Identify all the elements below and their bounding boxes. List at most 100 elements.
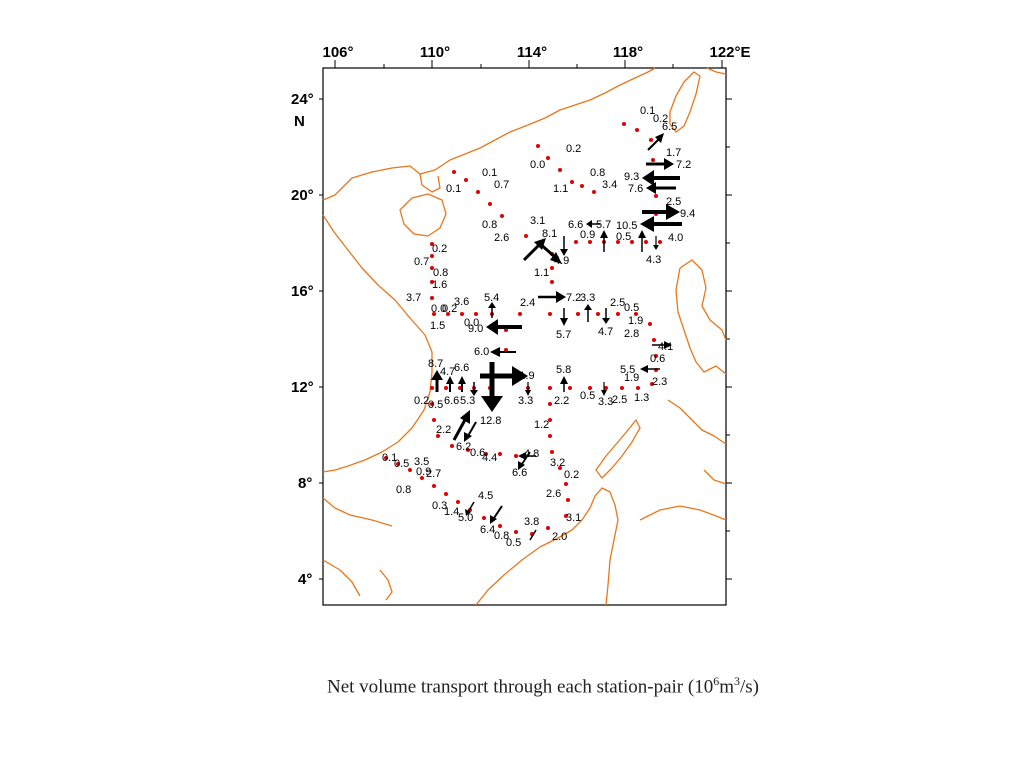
arrowhead — [525, 390, 531, 396]
transport-arrow — [537, 240, 557, 260]
station-dot — [546, 156, 550, 160]
transport-value-label: 4.7 — [598, 326, 613, 338]
lat-label-20: 20° — [291, 187, 314, 204]
transport-value-label: 6.5 — [662, 121, 677, 133]
station-dot — [430, 254, 434, 258]
transport-value-label: 0.7 — [414, 256, 429, 268]
transport-value-label: 6.0 — [474, 346, 489, 358]
transport-value-label: 0.8 — [433, 267, 448, 279]
arrowhead — [560, 376, 568, 384]
lon-label-110: 110° — [420, 44, 450, 61]
arrowhead — [464, 432, 472, 442]
transport-value-label: 4.7 — [440, 366, 455, 378]
transport-value-label: 0.0 — [530, 159, 545, 171]
transport-value-label: 10.5 — [616, 220, 637, 232]
transport-value-label: 11.9 — [514, 370, 535, 382]
station-dot — [588, 386, 592, 390]
arrowhead — [560, 318, 568, 326]
caption-text-mid: m — [719, 676, 734, 698]
station-dot — [384, 456, 388, 460]
station-dot — [488, 202, 492, 206]
station-dot — [476, 190, 480, 194]
lat-label-8: 8° — [298, 475, 312, 492]
transport-value-label: 0.2 — [414, 395, 429, 407]
caption-sup-2: 3 — [734, 674, 740, 688]
transport-value-label: 0.1 — [640, 105, 655, 117]
transport-value-label: 0.9 — [580, 229, 595, 241]
arrowhead — [490, 347, 500, 357]
stations — [384, 122, 662, 536]
station-dot — [548, 418, 552, 422]
caption-sup-1: 6 — [713, 674, 720, 688]
transport-arrow — [467, 501, 475, 513]
station-dot — [596, 312, 600, 316]
transport-value-label: 1.9 — [628, 315, 643, 327]
transport-arrow — [521, 451, 531, 465]
transport-arrow — [529, 529, 537, 541]
transport-value-label: 1.9 — [624, 372, 639, 384]
transport-value-label: 2.2 — [554, 395, 569, 407]
station-dot — [634, 312, 638, 316]
station-dot — [456, 500, 460, 504]
transport-value-label: 3.3 — [518, 395, 533, 407]
transport-value-label: 4.0 — [668, 232, 683, 244]
transport-value-label: 1.1 — [553, 183, 568, 195]
transport-value-label: 0.1 — [482, 167, 497, 179]
transport-value-label: 7.2 — [676, 159, 691, 171]
station-dot — [564, 482, 568, 486]
transport-value-label: 2.6 — [494, 232, 509, 244]
transport-value-label: 6.2 — [456, 441, 471, 453]
transport-value-label: 4.9 — [554, 255, 569, 267]
transport-value-label: 4.5 — [478, 490, 493, 502]
transport-value-label: 0.5 — [506, 537, 521, 549]
arrowhead — [602, 318, 610, 324]
station-dot — [452, 170, 456, 174]
lon-label-122: 122°E — [709, 44, 750, 61]
station-dot — [450, 444, 454, 448]
station-dot — [550, 450, 554, 454]
transport-value-label: 0.6 — [650, 353, 665, 365]
transport-value-label: 0.7 — [494, 179, 509, 191]
station-dot — [460, 312, 464, 316]
arrowhead — [664, 158, 674, 170]
transport-value-label: 5.7 — [596, 219, 611, 231]
transport-value-label: 7.2 — [566, 292, 581, 304]
coastline — [322, 67, 727, 606]
station-dot — [644, 240, 648, 244]
transport-value-label: 2.5 — [612, 394, 627, 406]
arrowhead — [560, 249, 568, 256]
station-dot — [620, 386, 624, 390]
transport-value-label: 0.5 — [616, 231, 631, 243]
transport-value-label: 0.5 — [394, 458, 409, 470]
arrowhead — [653, 245, 659, 250]
lat-ticks — [319, 98, 732, 580]
transport-values: 0.10.26.51.77.29.37.62.59.410.54.04.30.2… — [382, 105, 695, 549]
transport-value-label: 0.8 — [590, 167, 605, 179]
caption-text-after: /s) — [740, 676, 759, 698]
arrowhead — [518, 461, 525, 470]
station-dot — [474, 312, 478, 316]
station-dot — [464, 178, 468, 182]
transport-value-label: 1.5 — [430, 320, 445, 332]
transport-value-label: 9.4 — [680, 208, 695, 220]
transport-value-label: 0.3 — [432, 500, 447, 512]
transport-value-label: 6.4 — [480, 524, 495, 536]
transport-map: 106° 110° 114° 118° 122°E 24° N 20° 16° … — [291, 44, 751, 606]
station-dot — [420, 476, 424, 480]
station-dot — [658, 240, 662, 244]
transport-value-label: 5.8 — [556, 364, 571, 376]
transport-value-label: 5.5 — [620, 364, 635, 376]
transport-value-label: 9.3 — [624, 171, 639, 183]
transport-arrow — [493, 505, 503, 519]
station-dot — [566, 498, 570, 502]
station-dot — [536, 144, 540, 148]
arrowhead — [655, 133, 664, 143]
station-dot — [518, 312, 522, 316]
caption-text-before: Net volume transport through each statio… — [326, 676, 714, 698]
transport-value-label: 2.5 — [610, 297, 625, 309]
arrowhead — [601, 390, 607, 396]
station-dot — [466, 448, 470, 452]
arrowhead — [638, 230, 646, 238]
station-dot — [654, 354, 658, 358]
lon-label-114: 114° — [517, 44, 547, 61]
